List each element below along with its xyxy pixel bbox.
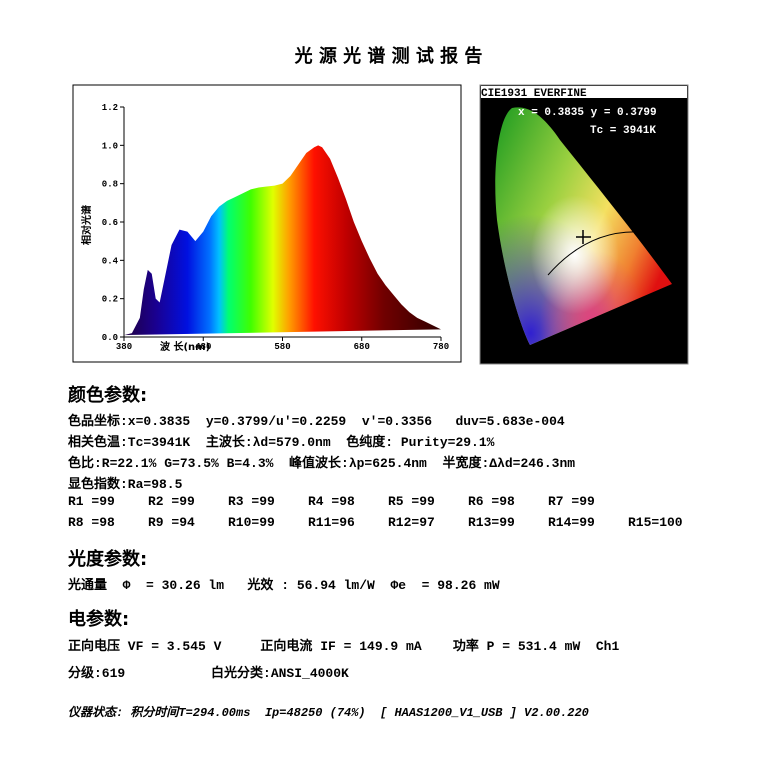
text-line: 色品坐标:x=0.3835 y=0.3799/u'=0.2259 v'=0.33… <box>68 414 565 429</box>
cri-value: R7 =99 <box>548 494 595 509</box>
text-line: 分级:619 白光分类:ANSI_4000K <box>68 666 349 681</box>
x-axis-label: 波 长(nm) <box>160 340 210 353</box>
cie-tc: Tc = 3941K <box>590 125 656 137</box>
title: 光 源 光 谱 测 试 报 告 <box>294 46 483 67</box>
cri-value: R9 =94 <box>148 515 195 530</box>
x-tick-label: 680 <box>354 342 370 352</box>
cri-value: R4 =98 <box>308 494 355 509</box>
y-tick-label: 1.2 <box>102 103 118 113</box>
x-tick-label: 780 <box>433 342 449 352</box>
y-tick-label: 0.8 <box>102 180 118 190</box>
text-line: 正向电压 VF = 3.545 V 正向电流 IF = 149.9 mA 功率 … <box>68 639 620 654</box>
cri-value: R8 =98 <box>68 515 115 530</box>
text-line: 显色指数:Ra=98.5 <box>68 477 183 492</box>
cri-value: R14=99 <box>548 515 595 530</box>
x-tick-label: 480 <box>195 342 211 352</box>
y-tick-label: 0.0 <box>102 333 118 343</box>
y-tick-label: 1.0 <box>102 141 118 151</box>
cie-coords: x = 0.3835 y = 0.3799 <box>518 107 657 119</box>
cie-title: CIE1931 EVERFINE <box>481 88 587 100</box>
section-heading: 颜色参数: <box>68 385 148 406</box>
y-tick-label: 0.4 <box>102 256 119 266</box>
cri-value: R11=96 <box>308 515 355 530</box>
cie-diagram: CIE1931 EVERFINE x = 0.3835 y = 0.3799 T… <box>479 84 689 365</box>
cri-value: R10=99 <box>228 515 275 530</box>
x-tick-label: 380 <box>116 342 132 352</box>
cri-value: R15=100 <box>628 515 683 530</box>
cri-value: R2 =99 <box>148 494 195 509</box>
text-line: 色比:R=22.1% G=73.5% B=4.3% 峰值波长:λp=625.4n… <box>68 456 576 471</box>
cri-value: R12=97 <box>388 515 435 530</box>
x-tick-label: 580 <box>274 342 290 352</box>
cri-value: R3 =99 <box>228 494 275 509</box>
y-tick-label: 0.6 <box>102 218 118 228</box>
cri-value: R5 =99 <box>388 494 435 509</box>
y-tick-label: 0.2 <box>102 295 118 305</box>
y-axis-label: 相对光谱 <box>80 205 93 245</box>
cri-value: R13=99 <box>468 515 515 530</box>
text-line: 光通量 Φ = 30.26 lm 光效 : 56.94 lm/W Φe = 98… <box>68 578 500 593</box>
text-line: 相关色温:Tc=3941K 主波长:λd=579.0nm 色纯度: Purity… <box>68 435 495 450</box>
cri-value: R6 =98 <box>468 494 515 509</box>
section-heading: 电参数: <box>68 609 130 630</box>
section-heading: 光度参数: <box>68 549 148 570</box>
spectrum-curve <box>124 145 441 336</box>
footer: 仪器状态: 积分时间T=294.00ms Ip=48250 (74%) [ HA… <box>68 706 589 720</box>
cri-value: R1 =99 <box>68 494 115 509</box>
